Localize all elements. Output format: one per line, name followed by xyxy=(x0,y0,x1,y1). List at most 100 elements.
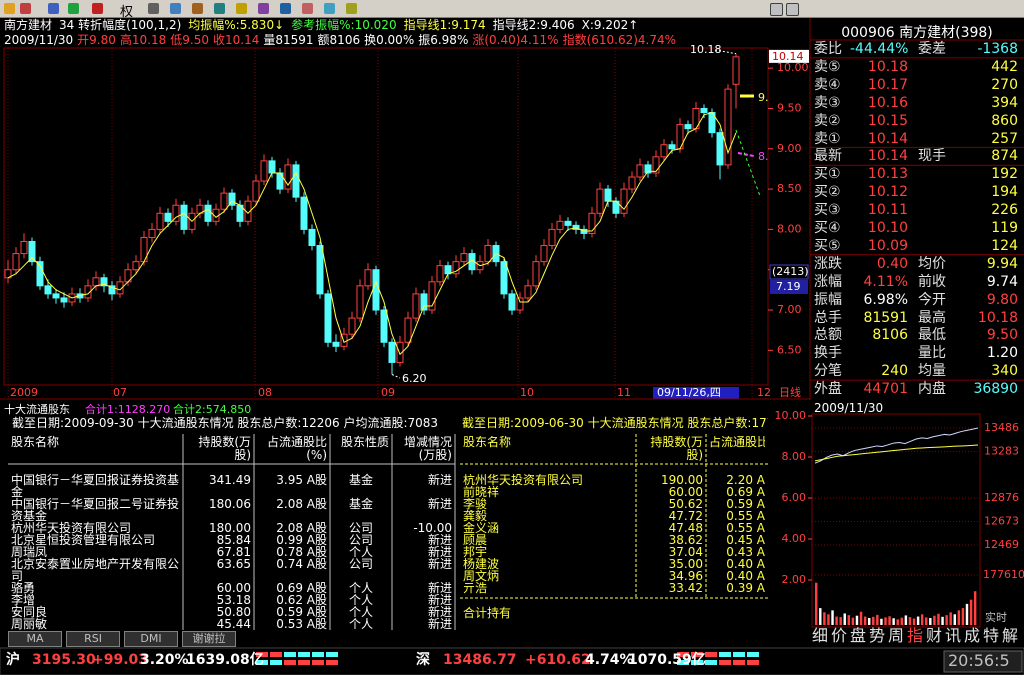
tool-icon[interactable] xyxy=(48,3,59,14)
volume-bar xyxy=(884,617,887,625)
table-cell: 50.62 xyxy=(668,498,703,510)
tool-icon[interactable] xyxy=(20,3,31,14)
candle-body xyxy=(132,261,140,271)
tab[interactable]: 讯 xyxy=(945,626,962,645)
tab[interactable]: RSI xyxy=(66,631,120,647)
candle-body xyxy=(732,56,740,85)
quote-value: 4.11% xyxy=(863,273,908,290)
tool-icon[interactable] xyxy=(192,3,203,14)
table-cell: 0.62 A股 xyxy=(276,593,327,607)
tab[interactable]: 解 xyxy=(1002,626,1019,645)
tool-icon[interactable] xyxy=(148,3,159,14)
tab[interactable]: 势 xyxy=(869,626,886,645)
volume-bar xyxy=(945,615,948,625)
quote-value: 10.14 xyxy=(867,148,908,165)
volume-bar xyxy=(872,616,875,625)
volume-bar xyxy=(880,618,883,625)
quote-label: 量比 xyxy=(918,345,946,362)
quote-value: 9.94 xyxy=(986,255,1018,272)
window-button[interactable] xyxy=(770,3,783,16)
tab[interactable]: 财 xyxy=(926,626,943,645)
window-button[interactable] xyxy=(786,3,799,16)
tool-icon[interactable] xyxy=(280,3,291,14)
tool-icon[interactable] xyxy=(236,3,247,14)
tab[interactable]: 价 xyxy=(831,626,848,645)
table-cell: 0.40 A xyxy=(726,570,765,582)
y-tick-label: 8.00 xyxy=(782,450,807,463)
tab[interactable]: 成 xyxy=(964,626,981,645)
table-cell: 新进 xyxy=(427,593,452,607)
status-block xyxy=(733,652,745,657)
candle-body xyxy=(508,293,516,311)
quote-label: 买① xyxy=(814,166,841,183)
table-cell: 个人 xyxy=(348,545,373,559)
quote-label: 前收 xyxy=(918,273,946,290)
tab[interactable]: 周 xyxy=(888,626,905,645)
column-header: 持股数(万股) xyxy=(198,435,251,462)
last-price-label: 10.14 xyxy=(772,50,804,63)
tool-icon[interactable] xyxy=(92,3,103,14)
x-tick-label: 08 xyxy=(258,386,272,399)
column-header: 股东名称 xyxy=(463,436,512,449)
tab[interactable]: 盘 xyxy=(850,626,867,645)
table-row: 金义涵 47.48 0.55 A xyxy=(460,522,768,534)
table-cell: 47.48 xyxy=(668,522,703,534)
table-cell: 新进 xyxy=(427,605,452,619)
candle-body xyxy=(156,212,164,230)
quote-label: 卖② xyxy=(814,112,841,129)
info-item: 开9.80 xyxy=(77,33,116,47)
tab[interactable]: MA xyxy=(8,631,62,647)
tool-icon[interactable] xyxy=(302,3,313,14)
tab[interactable]: 指 xyxy=(907,626,924,645)
table-cell: 0.40 A xyxy=(726,558,765,570)
tab[interactable]: 细 xyxy=(812,626,829,645)
x-tick-label: 10 xyxy=(520,386,534,399)
candle-body xyxy=(324,293,332,343)
tool-button[interactable]: 权 xyxy=(120,5,134,20)
status-item: 深 xyxy=(416,652,430,668)
tab[interactable]: 特 xyxy=(983,626,1000,645)
candle-body xyxy=(380,309,388,343)
quote-label: 买③ xyxy=(814,202,841,219)
y-tick-label: 6.00 xyxy=(782,491,807,504)
table-cell: 新进 xyxy=(427,533,452,547)
table-row: 周丽敏 45.44 0.53 A股 个人 新进 xyxy=(8,618,455,630)
tool-icon[interactable] xyxy=(214,3,225,14)
tool-icon[interactable] xyxy=(324,3,335,14)
status-bar xyxy=(0,647,1024,675)
table-row: 安同良 50.80 0.59 A股 个人 新进 xyxy=(8,606,455,618)
tab[interactable]: 谢谢拉 xyxy=(182,631,236,647)
tool-icon[interactable] xyxy=(258,3,269,14)
tool-icon[interactable] xyxy=(4,3,15,14)
candle-body xyxy=(516,297,524,311)
quote-label: 委比 xyxy=(814,41,842,57)
candle-body xyxy=(548,228,556,247)
chart-frame xyxy=(3,47,769,386)
candle-body xyxy=(300,196,308,230)
table-row: 周瑞凤 67.81 0.78 A股 个人 新进 xyxy=(8,546,455,558)
sum-label: 合计1:1128.270 xyxy=(85,403,171,416)
table-cell: 180.00 xyxy=(209,521,251,535)
table-cell: 67.81 xyxy=(216,545,251,559)
x-tick-label: 09/11/26,四 xyxy=(657,386,721,399)
table-cell: 个人 xyxy=(348,593,373,607)
table-cell: 2.08 A股 xyxy=(276,521,327,535)
high-pointer xyxy=(714,49,737,55)
candle-body xyxy=(20,240,28,255)
table-cell: 60.00 xyxy=(668,486,703,498)
candle-body xyxy=(44,285,52,295)
table-cell: 341.49 xyxy=(209,473,251,487)
table-cell: 37.04 xyxy=(668,546,703,558)
tool-icon[interactable] xyxy=(68,3,79,14)
status-block xyxy=(284,652,296,657)
status-item: 13486.77 xyxy=(443,652,517,668)
table-row: 顾晨 38.62 0.45 A xyxy=(460,534,768,546)
guide1-label: 9. xyxy=(758,91,769,104)
tool-icon[interactable] xyxy=(346,3,357,14)
candle-body xyxy=(36,261,44,287)
tab[interactable]: DMI xyxy=(124,631,178,647)
table-cell: 北京安泰置业房地产开发有限公司 xyxy=(11,557,180,583)
tool-icon[interactable] xyxy=(170,3,181,14)
quote-value: 124 xyxy=(991,237,1018,254)
candle-body xyxy=(636,164,644,178)
